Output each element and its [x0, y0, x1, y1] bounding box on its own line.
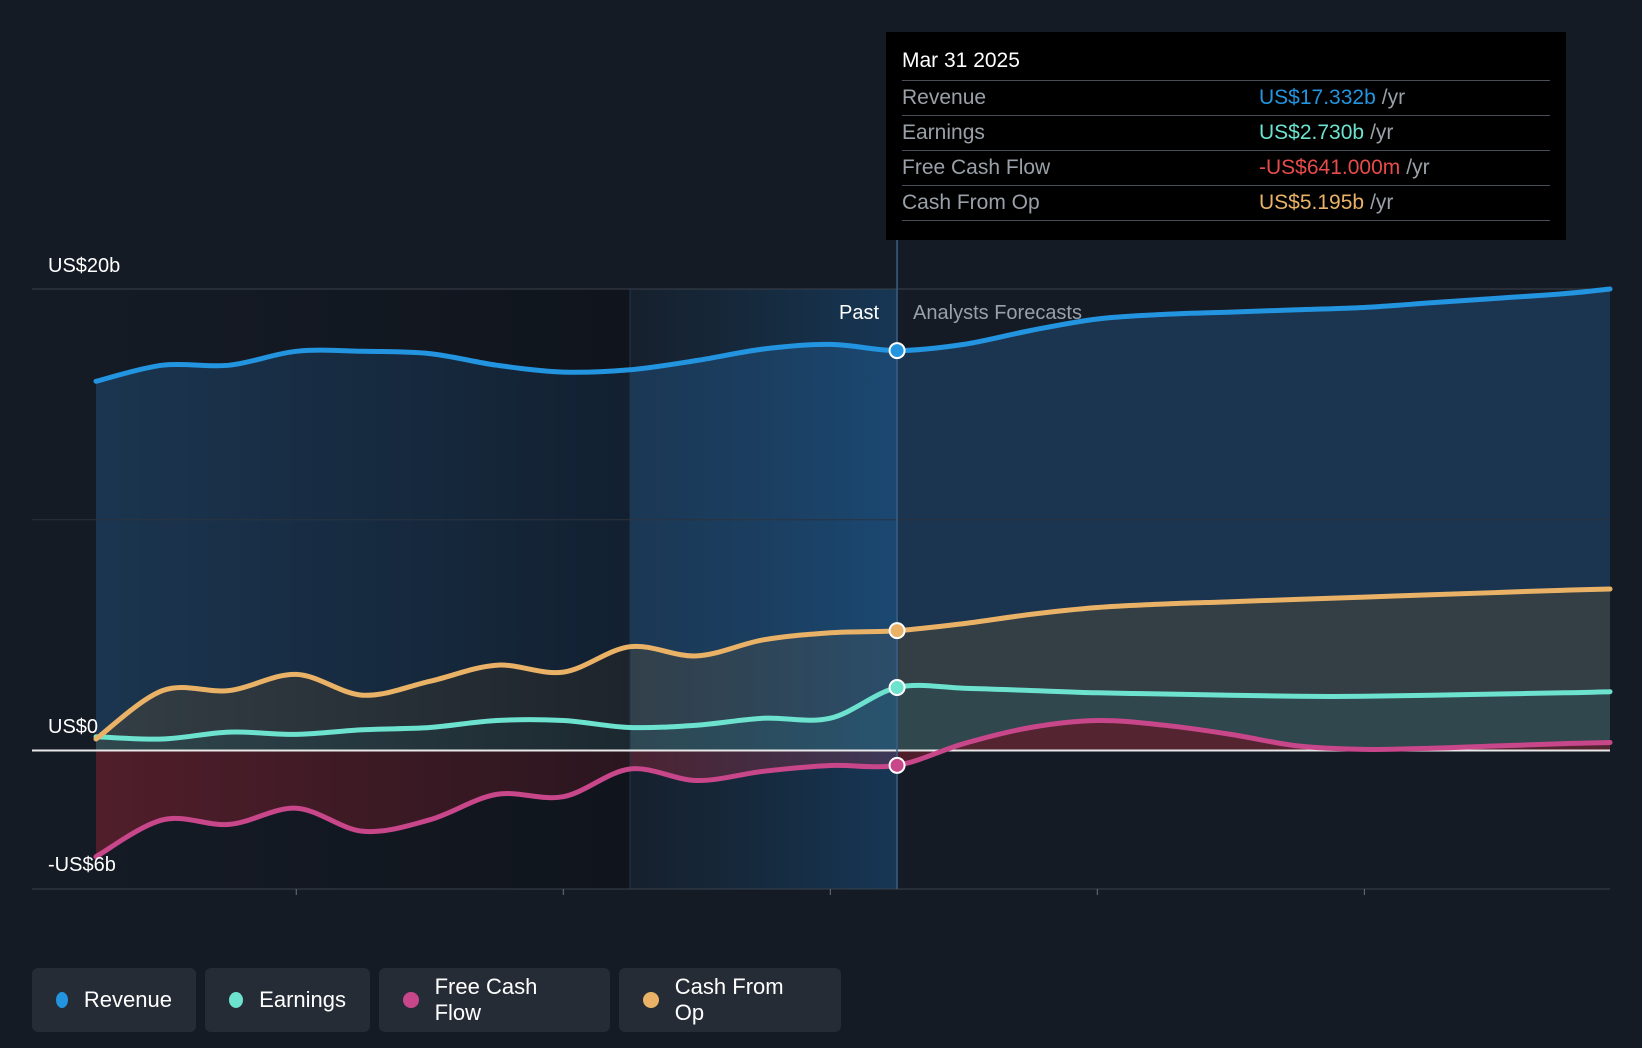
hover-markers: [888, 342, 906, 774]
tooltip-label: Earnings: [902, 121, 985, 144]
legend-label: Earnings: [259, 987, 346, 1012]
legend-item-revenue[interactable]: Revenue: [32, 968, 196, 1032]
chart: US$20b US$0 -US$6b Past Analysts Forecas…: [32, 240, 1613, 895]
legend-dot-icon: [229, 992, 244, 1008]
tooltip-value: US$5.195b: [1259, 191, 1365, 214]
legend: Revenue Earnings Free Cash Flow Cash Fro…: [32, 968, 841, 1032]
y-axis-label-top: US$20b: [48, 255, 120, 277]
past-highlight-region: [630, 289, 898, 889]
line-free-cash-flow: [93, 717, 1613, 860]
legend-dot-icon: [643, 992, 659, 1008]
tooltip-label: Free Cash Flow: [902, 156, 1051, 179]
tooltip-unit: /yr: [1370, 191, 1394, 214]
tooltip-row-revenue: Revenue US$17.332b /yr: [902, 80, 1550, 115]
tooltip-row-free-cash-flow: Free Cash Flow -US$641.000m /yr: [902, 150, 1550, 185]
past-shaded-region: [96, 289, 631, 889]
forecast-label: Analysts Forecasts: [913, 302, 1082, 324]
legend-dot-icon: [403, 992, 419, 1008]
legend-item-earnings[interactable]: Earnings: [205, 968, 370, 1032]
x-axis-ticks: 20232024202520262027: [295, 889, 1365, 895]
y-axis-label-zero: US$0: [48, 716, 98, 738]
legend-item-free-cash-flow[interactable]: Free Cash Flow: [379, 968, 610, 1032]
tooltip-date: Mar 31 2025: [902, 49, 1020, 72]
legend-label: Free Cash Flow: [434, 974, 538, 1025]
legend-dot-icon: [56, 992, 68, 1008]
legend-item-cash-from-op[interactable]: Cash From Op: [619, 968, 841, 1032]
y-axis-label-bottom: -US$6b: [48, 854, 116, 876]
data-tooltip: Mar 31 2025 Revenue US$17.332b /yr Earni…: [886, 32, 1566, 240]
marker-earnings: [888, 679, 906, 697]
tooltip-label: Cash From Op: [902, 191, 1040, 214]
marker-cash-from-op: [888, 622, 906, 640]
legend-label: Revenue: [83, 987, 172, 1012]
tooltip-row-cash-from-op: Cash From Op US$5.195b /yr: [902, 185, 1550, 221]
tooltip-unit: /yr: [1406, 156, 1430, 179]
tooltip-value: -US$641.000m: [1259, 156, 1401, 179]
series-lines: [93, 286, 1613, 860]
tooltip-row-earnings: Earnings US$2.730b /yr: [902, 115, 1550, 150]
line-revenue: [93, 286, 1613, 384]
tooltip-unit: /yr: [1381, 86, 1406, 109]
line-cash-from-op: [93, 586, 1613, 742]
legend-label: Cash From Op: [674, 974, 784, 1025]
tooltip-value: US$2.730b: [1259, 121, 1365, 144]
line-earnings: [93, 682, 1613, 742]
past-label: Past: [839, 302, 879, 324]
marker-revenue: [888, 342, 906, 360]
tooltip-label: Revenue: [902, 86, 987, 109]
tooltip-value: US$17.332b: [1259, 86, 1376, 109]
tooltip-unit: /yr: [1370, 121, 1394, 144]
marker-free-cash-flow: [888, 756, 906, 774]
